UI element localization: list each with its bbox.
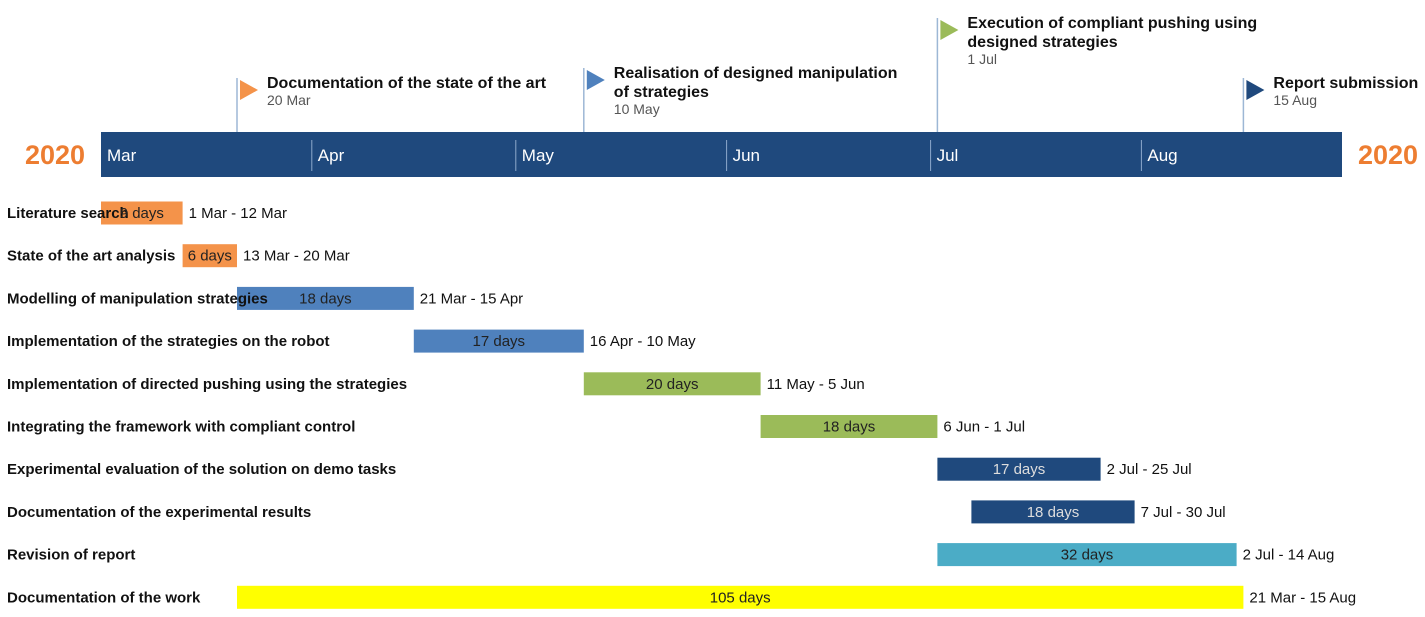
task-duration: 18 days (823, 419, 876, 436)
milestone-title: designed strategies (967, 34, 1117, 51)
task-row: Integrating the framework with compliant… (7, 415, 1025, 438)
task-duration: 18 days (299, 290, 352, 307)
task-row: State of the art analysis 6 days 13 Mar - … (7, 244, 350, 268)
task-date-range: 1 Mar - 12 Mar (189, 205, 287, 222)
milestone-date: 1 Jul (967, 51, 997, 67)
task-bar (237, 286, 414, 310)
task-name: Documentation of the experimental result… (7, 504, 311, 521)
task-name: Experimental evaluation of the solution … (7, 461, 396, 478)
timeline-layer: Mar Apr May Jun Jul Aug 2020 2020 (25, 132, 1418, 177)
task-row: Modelling of manipulation strategies 18 d… (7, 286, 523, 310)
task-date-range: 2 Jul - 25 Jul (1107, 461, 1192, 478)
task-date-range: 6 Jun - 1 Jul (943, 419, 1025, 436)
task-duration: 18 days (1027, 504, 1080, 521)
task-name: Implementation of the strategies on the … (7, 333, 330, 350)
task-row: Documentation of the work 105 days 21 Mar … (7, 585, 1356, 609)
task-name: Documentation of the work (7, 589, 201, 606)
task-duration: 17 days (993, 461, 1046, 478)
task-bar (413, 329, 584, 353)
milestone-title: Execution of compliant pushing using (967, 15, 1257, 32)
task-name: Revision of report (7, 547, 135, 564)
month-label: Jul (937, 146, 959, 165)
task-date-range: 21 Mar - 15 Apr (420, 290, 523, 307)
task-row: Implementation of directed pushing using… (7, 372, 865, 396)
month-label: May (522, 146, 555, 165)
task-bar (182, 244, 237, 268)
milestone-date: 20 Mar (267, 92, 311, 108)
milestone-flag-icon (940, 20, 959, 40)
year-label-right: 2020 (1358, 140, 1418, 170)
task-duration: 105 days (710, 589, 771, 606)
task-date-range: 2 Jul - 14 Aug (1243, 547, 1335, 564)
task-name: Literature search (7, 205, 129, 222)
milestone-flag-icon (586, 70, 605, 90)
task-duration: 6 days (188, 248, 232, 265)
task-bar (237, 585, 1244, 609)
task-bar (937, 457, 1101, 481)
month-label: Jun (733, 146, 760, 165)
task-date-range: 21 Mar - 15 Aug (1249, 589, 1356, 606)
task-date-range: 11 May - 5 Jun (767, 376, 865, 393)
task-bar (937, 543, 1237, 567)
task-bar (101, 201, 183, 225)
task-row: Documentation of the experimental result… (7, 500, 1226, 524)
milestone-date: 10 May (614, 101, 660, 117)
task-name: Integrating the framework with compliant… (7, 419, 355, 436)
task-bar (971, 500, 1135, 524)
task-date-range: 16 Apr - 10 May (590, 333, 696, 350)
task-name: State of the art analysis (7, 248, 175, 265)
task-row: Implementation of the strategies on the … (7, 329, 696, 353)
month-label: Apr (318, 146, 345, 165)
task-duration: 9 days (120, 205, 164, 222)
timeline-band (101, 132, 1342, 177)
milestone-date: 15 Aug (1273, 92, 1317, 108)
task-duration: 32 days (1061, 547, 1114, 564)
task-bar (760, 415, 938, 438)
month-label: Aug (1147, 146, 1177, 165)
milestone-title: of strategies (614, 84, 709, 101)
task-duration: 20 days (646, 376, 699, 393)
task-bar (583, 372, 761, 396)
task-duration: 17 days (473, 333, 526, 350)
milestone-layer: Documentation of the state of the art20 … (236, 15, 1418, 132)
task-date-range: 13 Mar - 20 Mar (243, 248, 350, 265)
month-label: Mar (107, 146, 137, 165)
task-name: Modelling of manipulation strategies (7, 290, 268, 307)
milestone-title: Report submission (1273, 75, 1418, 92)
milestone-title: Documentation of the state of the art (267, 75, 547, 92)
task-row: Revision of report 32 days 2 Jul - 14 Aug (7, 543, 1335, 567)
task-name: Implementation of directed pushing using… (7, 376, 407, 393)
year-label-left: 2020 (25, 140, 85, 170)
milestone-flag-icon (1246, 80, 1265, 100)
task-row: Experimental evaluation of the solution … (7, 457, 1192, 481)
milestone-title: Realisation of designed manipulation (614, 65, 898, 82)
milestone-flag-icon (240, 80, 258, 100)
task-date-range: 7 Jul - 30 Jul (1141, 504, 1226, 521)
